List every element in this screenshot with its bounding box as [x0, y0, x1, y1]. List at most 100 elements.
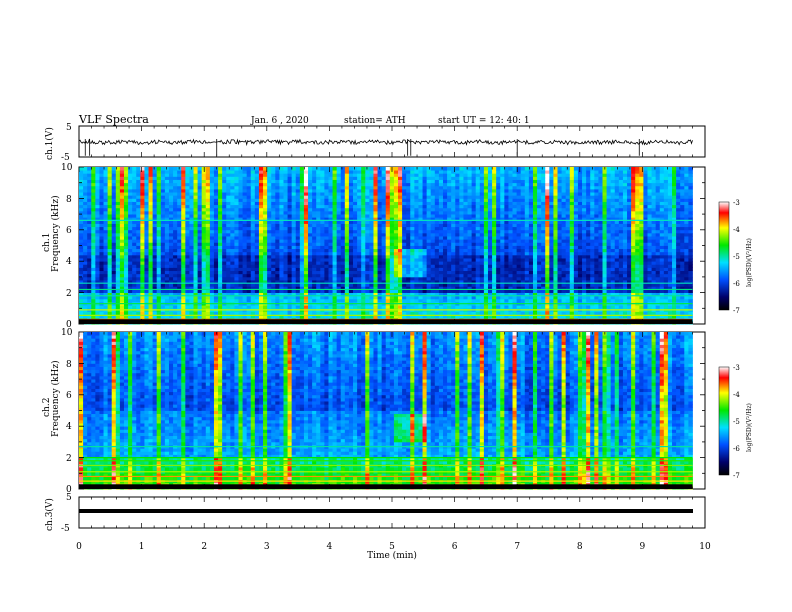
- spectrogram-cell: [312, 311, 317, 315]
- spectrogram-cell: [410, 220, 415, 224]
- spectrogram-cell: [263, 198, 268, 202]
- spectrogram-cell: [148, 254, 154, 259]
- spectrogram-cell: [156, 192, 162, 196]
- spectrogram-cell: [95, 258, 100, 262]
- spectrogram-cell: [160, 254, 166, 259]
- spectrogram-cell: [91, 223, 96, 228]
- spectrogram-cell: [320, 192, 325, 196]
- spectrogram-cell: [205, 201, 211, 206]
- spectrogram-cell: [303, 188, 309, 193]
- spectrogram-cell: [128, 242, 133, 246]
- spectrogram-cell: [369, 311, 374, 315]
- spectrogram-cell: [422, 198, 428, 202]
- spectrogram-cell: [144, 254, 149, 259]
- spectrogram-cell: [222, 251, 227, 256]
- spectrogram-cell: [95, 270, 100, 275]
- spectrogram-cell: [287, 188, 293, 193]
- spectrogram-cell: [483, 286, 489, 290]
- spectrogram-cell: [316, 305, 321, 309]
- spectrogram-cell: [393, 229, 399, 234]
- spectrogram-cell: [447, 305, 452, 309]
- spectrogram-cell: [283, 267, 288, 272]
- spectrogram-cell: [115, 179, 121, 184]
- spectrogram-cell: [136, 314, 141, 319]
- spectrogram-cell: [410, 226, 415, 231]
- spectrogram-cell: [353, 270, 358, 275]
- spectrogram-cell: [426, 276, 432, 281]
- spectrogram-cell: [398, 223, 403, 228]
- spectrogram-cell: [193, 258, 199, 262]
- spectrogram-cell: [103, 204, 109, 209]
- spectrogram-cell: [418, 217, 423, 221]
- spectrogram-cell: [414, 298, 419, 303]
- spectrogram-cell: [226, 286, 231, 290]
- spectrogram-cell: [181, 248, 186, 253]
- spectrogram-cell: [381, 289, 387, 293]
- spectrogram-cell: [426, 286, 432, 290]
- spectrogram-cell: [328, 305, 333, 309]
- spectrogram-cell: [344, 305, 350, 309]
- spectrogram-cell: [128, 217, 133, 221]
- spectrogram-cell: [218, 214, 223, 218]
- spectrogram-cell: [422, 210, 428, 215]
- spectrogram-cell: [287, 245, 293, 250]
- spectrogram-cell: [123, 242, 129, 246]
- spectrogram-cell: [426, 229, 432, 234]
- spectrogram-cell: [479, 173, 485, 177]
- spectrogram-cell: [267, 223, 272, 228]
- spectrogram-cell: [226, 232, 231, 237]
- spectrogram-cell: [303, 229, 309, 234]
- spectrogram-cell: [250, 214, 256, 218]
- spectrogram-cell: [308, 239, 313, 243]
- spectrogram-cell: [119, 226, 125, 231]
- spectrogram-cell: [438, 204, 444, 209]
- spectrogram-cell: [99, 245, 104, 250]
- spectrogram-cell: [410, 239, 415, 243]
- spectrogram-cell: [308, 188, 313, 193]
- spectrogram-cell: [91, 267, 96, 272]
- spectrogram-cell: [434, 173, 440, 177]
- spectrogram-cell: [168, 207, 174, 212]
- spectrogram-cell: [475, 214, 481, 218]
- spectrogram-cell: [287, 273, 293, 278]
- spectrogram-cell: [324, 226, 329, 231]
- spectrogram-cell: [402, 273, 407, 278]
- spectrogram-cell: [197, 226, 203, 231]
- spectrogram-cell: [238, 204, 243, 209]
- spectrogram-cell: [299, 292, 305, 297]
- spectrogram-cell: [79, 298, 84, 303]
- spectrogram-cell: [234, 248, 239, 253]
- spectrogram-cell: [471, 289, 477, 293]
- spectrogram-cell: [361, 258, 366, 262]
- spectrogram-cell: [385, 254, 391, 259]
- spectrogram-cell: [336, 267, 342, 272]
- spectrogram-cell: [340, 251, 346, 256]
- spectrogram-cell: [119, 289, 125, 293]
- spectrogram-cell: [340, 170, 346, 174]
- spectrogram-cell: [361, 229, 366, 234]
- spectrogram-cell: [434, 217, 440, 221]
- spectrogram-cell: [369, 236, 374, 240]
- spectrogram-cell: [234, 261, 239, 265]
- spectrogram-cell: [369, 314, 374, 319]
- spectrogram-cell: [467, 311, 473, 315]
- spectrogram-cell: [168, 280, 174, 284]
- spectrogram-cell: [164, 258, 170, 262]
- spectrogram-cell: [263, 204, 268, 209]
- spectrogram-cell: [189, 254, 194, 259]
- spectrogram-cell: [156, 248, 162, 253]
- spectrogram-cell: [426, 273, 432, 278]
- spectrogram-cell: [119, 258, 125, 262]
- spectrogram-cell: [381, 173, 387, 177]
- spectrogram-cell: [160, 251, 166, 256]
- spectrogram-cell: [189, 270, 194, 275]
- spectrogram-cell: [283, 286, 288, 290]
- spectrogram-cell: [209, 276, 215, 281]
- spectrogram-cell: [393, 276, 399, 281]
- spectrogram-cell: [156, 311, 162, 315]
- spectrogram-cell: [443, 242, 448, 246]
- spectrogram-cell: [79, 195, 84, 199]
- spectrogram-cell: [320, 229, 325, 234]
- spectrogram-cell: [238, 270, 243, 275]
- spectrogram-cell: [107, 270, 113, 275]
